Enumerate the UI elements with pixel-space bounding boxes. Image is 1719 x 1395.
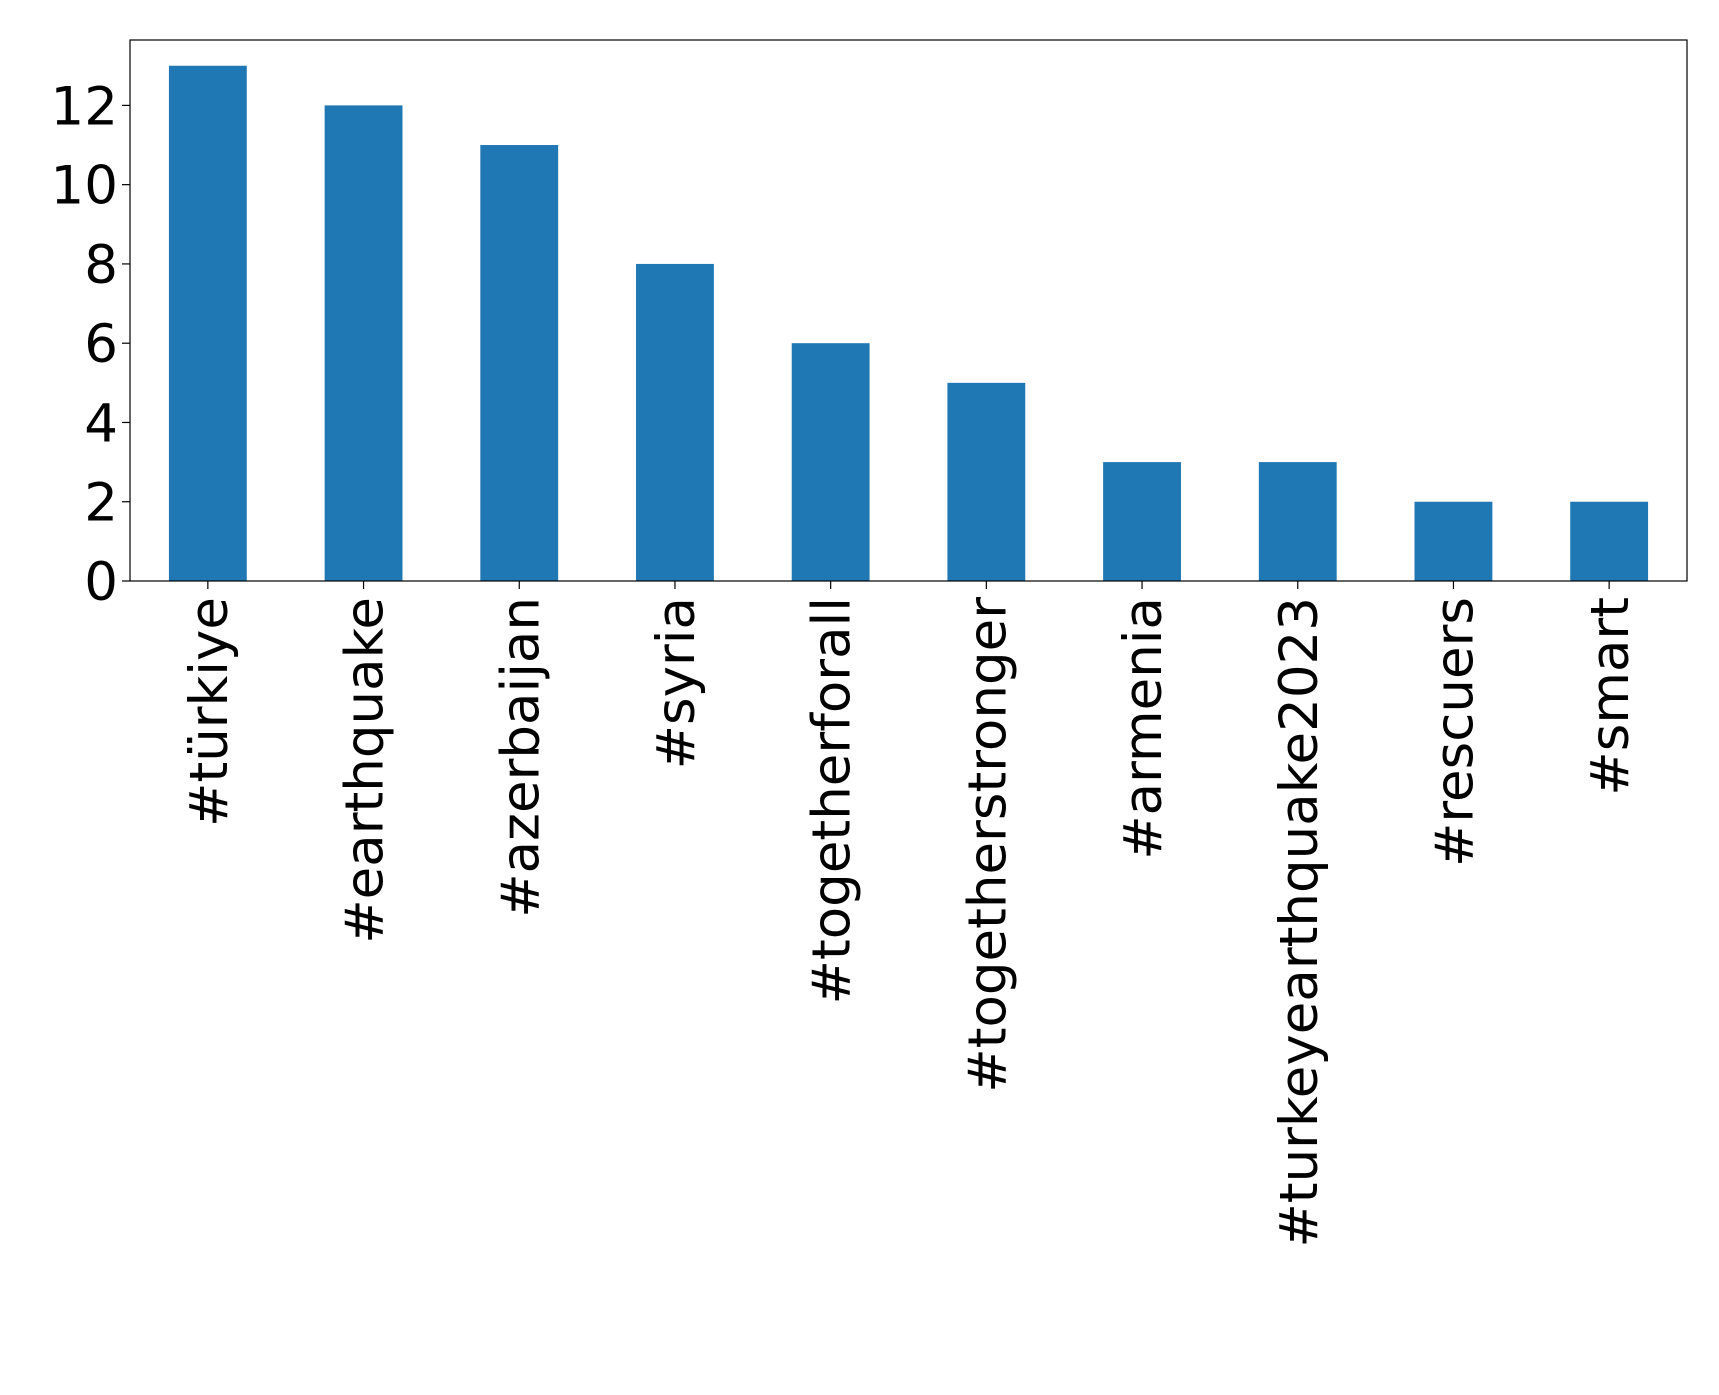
- bar: [1103, 462, 1181, 581]
- bar: [1570, 501, 1649, 581]
- x-tick-label: #smart: [1580, 597, 1641, 796]
- bar: [636, 263, 714, 581]
- x-tick-label: #armenia: [1113, 597, 1174, 860]
- axes-frame: [129, 39, 1688, 582]
- y-tick-label: 2: [84, 473, 118, 534]
- y-tick-label: 4: [84, 393, 118, 454]
- bar: [1258, 462, 1337, 581]
- x-tick-label: #turkeyearthquake2023: [1269, 597, 1330, 1248]
- x-tick-label: #togetherstronger: [957, 597, 1018, 1093]
- y-tick-label: 12: [51, 76, 118, 137]
- y-tick-label: 8: [84, 235, 118, 296]
- x-tick-label: #rescuers: [1424, 597, 1485, 867]
- bar: [947, 382, 1026, 581]
- x-tick-label: #azerbaijan: [490, 597, 551, 918]
- x-tick-label: #syria: [646, 597, 707, 769]
- bar: [324, 105, 403, 582]
- bar: [168, 65, 247, 581]
- x-tick-label: #earthquake: [335, 597, 396, 944]
- y-tick-label: 10: [51, 156, 118, 217]
- bar: [1414, 501, 1493, 581]
- bar: [791, 343, 870, 581]
- y-tick-label: 0: [84, 552, 118, 613]
- y-tick-label: 6: [84, 314, 118, 375]
- x-tick-label: #türkiye: [179, 597, 240, 827]
- bar: [480, 145, 559, 581]
- x-tick-label: #togetherforall: [802, 597, 863, 1004]
